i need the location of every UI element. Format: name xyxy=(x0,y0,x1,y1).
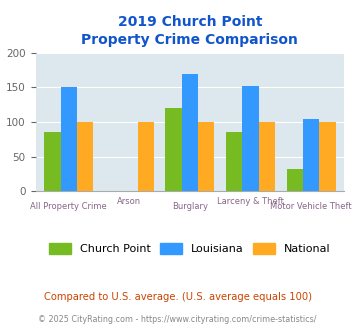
Text: Arson: Arson xyxy=(117,197,141,206)
Bar xyxy=(182,74,198,191)
Title: 2019 Church Point
Property Crime Comparison: 2019 Church Point Property Crime Compari… xyxy=(82,15,298,48)
Bar xyxy=(77,122,93,191)
Text: All Property Crime: All Property Crime xyxy=(31,203,107,212)
Bar xyxy=(303,118,319,191)
Bar xyxy=(259,122,275,191)
Bar xyxy=(242,86,259,191)
Text: Burglary: Burglary xyxy=(172,203,208,212)
Bar xyxy=(165,108,182,191)
Text: Compared to U.S. average. (U.S. average equals 100): Compared to U.S. average. (U.S. average … xyxy=(44,292,311,302)
Bar xyxy=(319,122,335,191)
Bar xyxy=(137,122,154,191)
Legend: Church Point, Louisiana, National: Church Point, Louisiana, National xyxy=(45,239,335,259)
Bar xyxy=(286,169,303,191)
Bar xyxy=(226,132,242,191)
Bar xyxy=(61,87,77,191)
Bar xyxy=(198,122,214,191)
Text: © 2025 CityRating.com - https://www.cityrating.com/crime-statistics/: © 2025 CityRating.com - https://www.city… xyxy=(38,315,317,324)
Bar xyxy=(44,132,61,191)
Text: Motor Vehicle Theft: Motor Vehicle Theft xyxy=(270,203,352,212)
Text: Larceny & Theft: Larceny & Theft xyxy=(217,197,284,206)
